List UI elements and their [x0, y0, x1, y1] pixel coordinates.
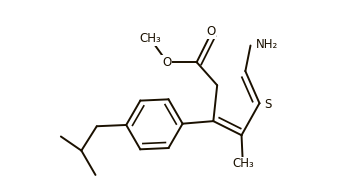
Text: NH₂: NH₂: [256, 38, 278, 51]
Text: O: O: [162, 56, 171, 69]
Text: CH₃: CH₃: [139, 32, 161, 45]
Text: S: S: [264, 98, 271, 111]
Text: CH₃: CH₃: [233, 157, 254, 170]
Text: O: O: [206, 25, 215, 38]
